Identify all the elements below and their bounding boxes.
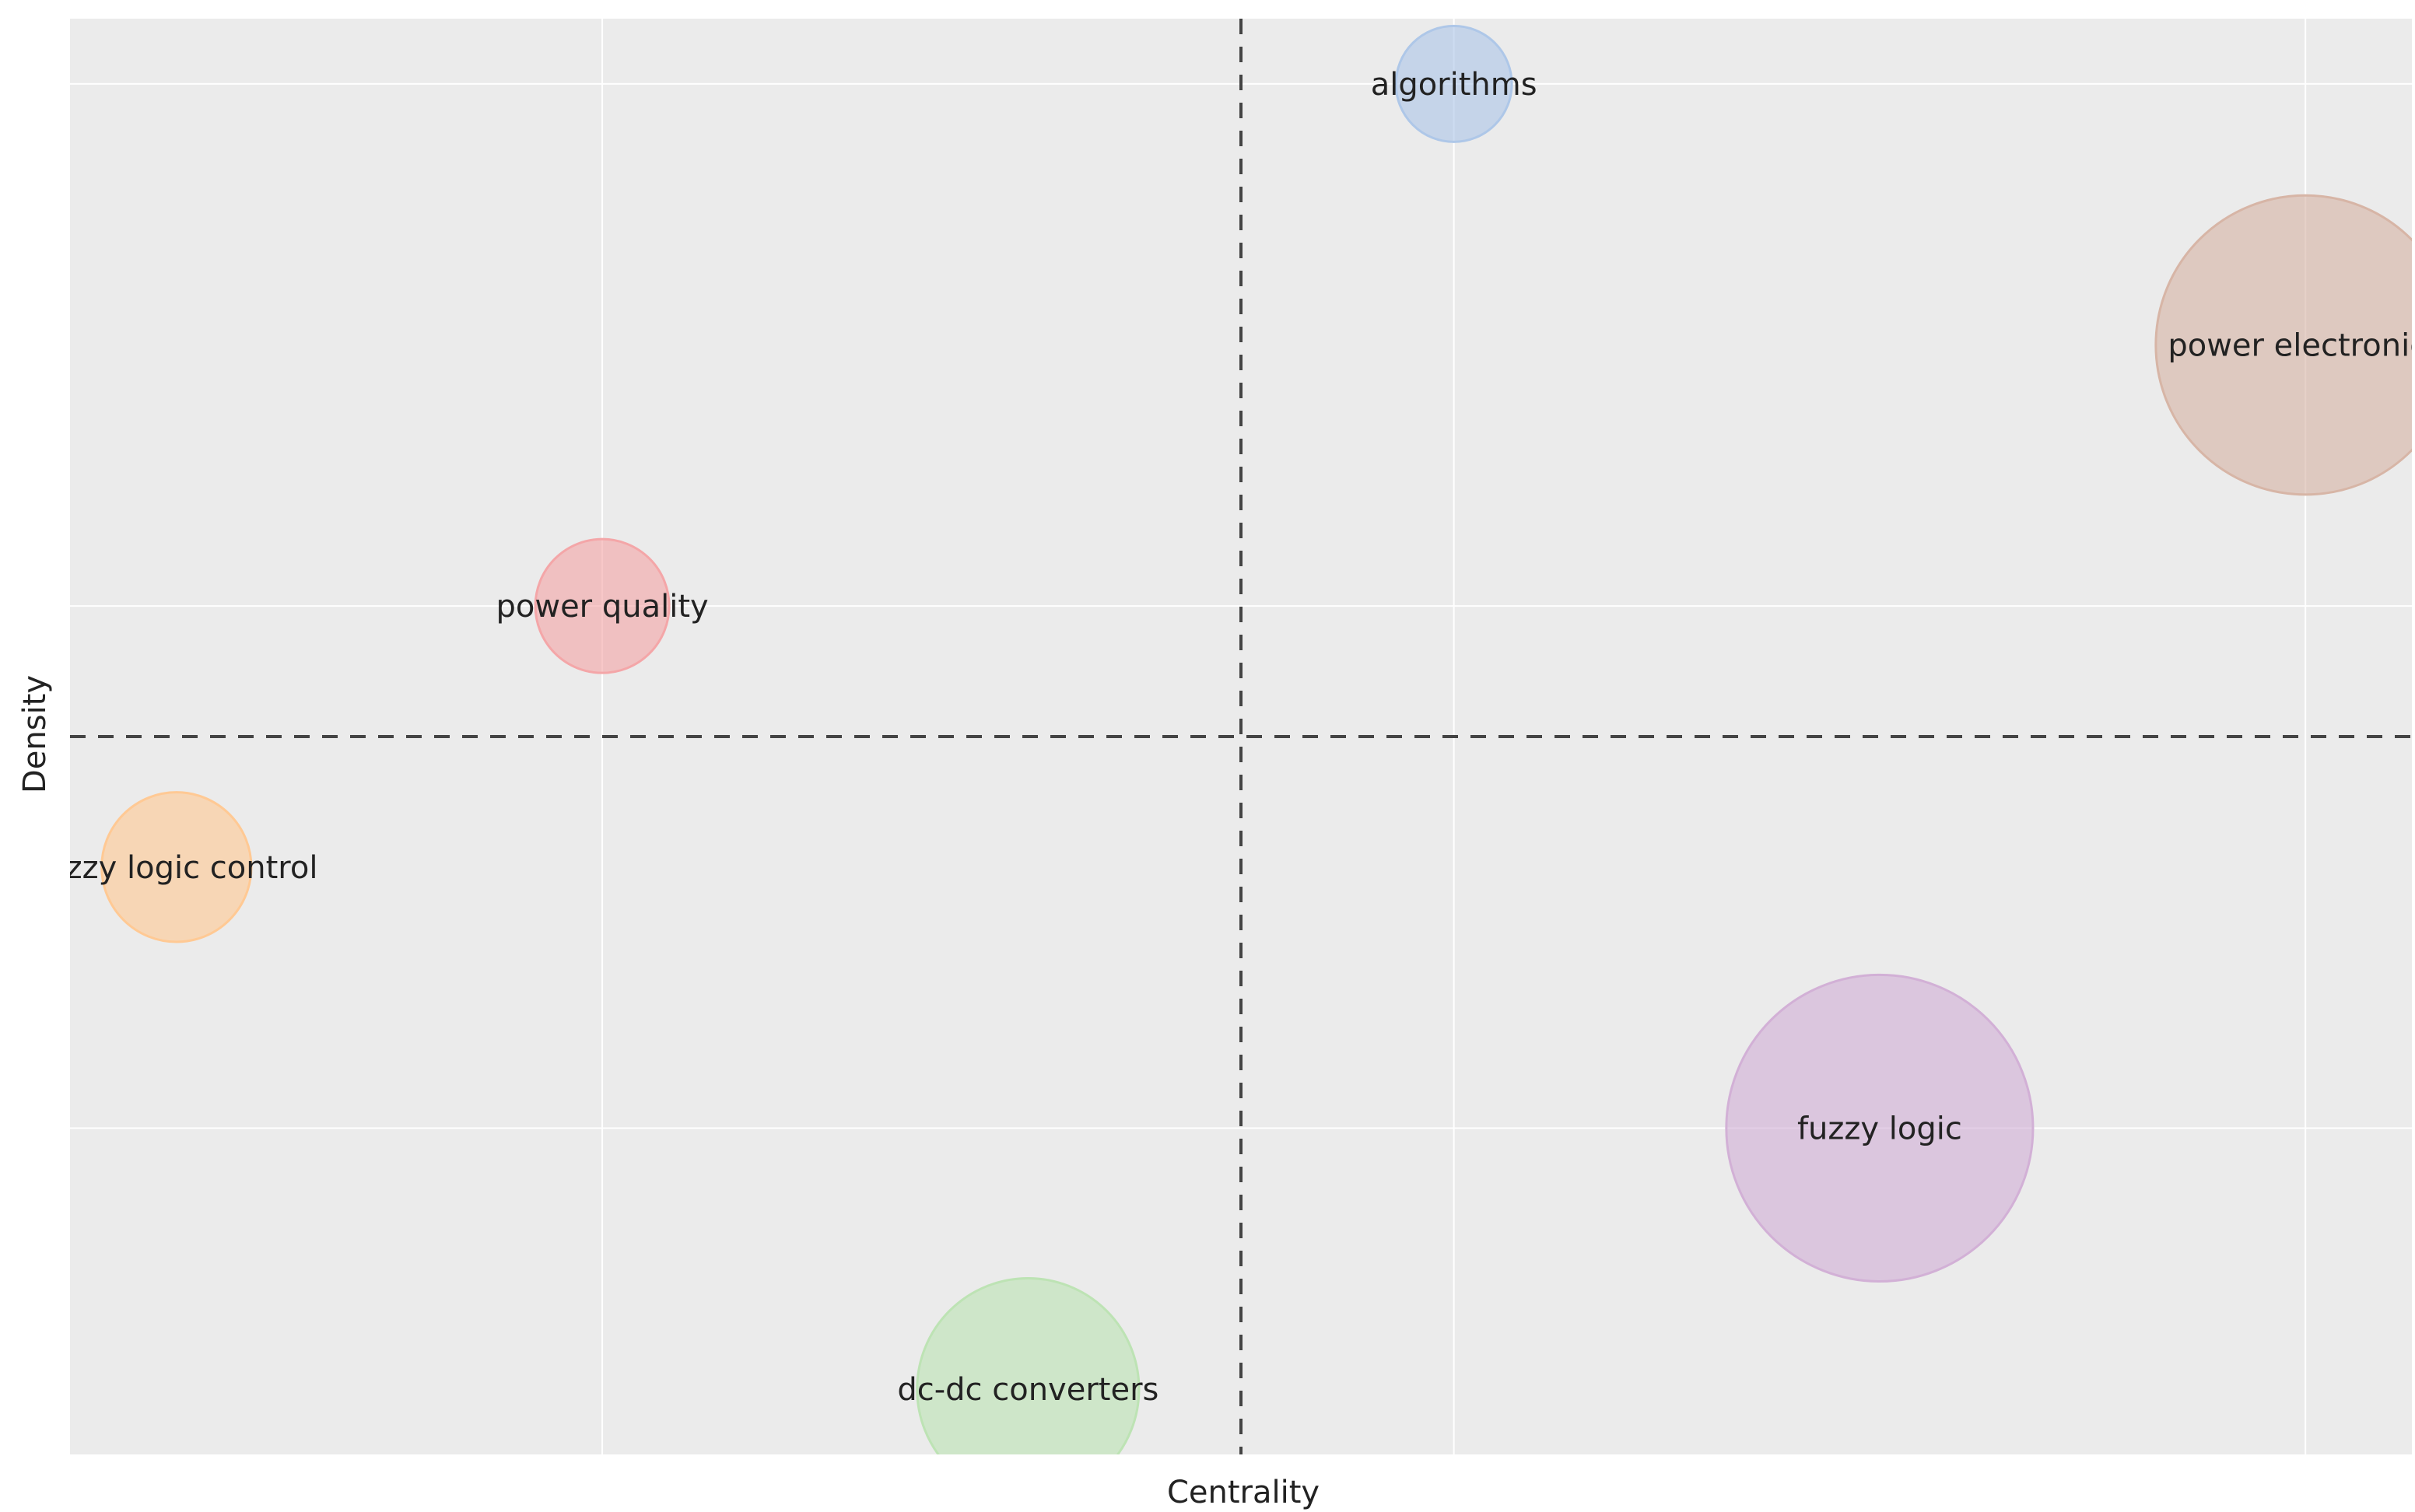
bubble-algorithms	[1394, 24, 1513, 143]
y-axis-title: Density	[17, 675, 53, 793]
bubble-label-fuzzy-logic-control: fuzzy logic control	[35, 850, 317, 886]
bubble-labels: algorithms power electronics power quality…	[35, 67, 2415, 1408]
bubble-power-electronics	[2154, 194, 2412, 496]
x-axis-title: Centrality	[1167, 1475, 1320, 1510]
bubble-power-quality	[534, 537, 671, 674]
bubble-label-power-quality: power quality	[496, 589, 708, 625]
bubble-label-power-electronics: power electronics	[2168, 328, 2415, 364]
center-lines	[70, 19, 2412, 1454]
bubble-label-dc-dc-converters: dc-dc converters	[897, 1372, 1158, 1408]
bubbles	[100, 24, 2412, 1454]
bubble-fuzzy-logic	[1725, 973, 2035, 1283]
bubble-fuzzy-logic-control	[100, 791, 253, 943]
bubble-dc-dc-converters	[916, 1277, 1141, 1454]
bubble-label-algorithms: algorithms	[1371, 67, 1537, 103]
bubble-label-fuzzy-logic: fuzzy logic	[1797, 1111, 1962, 1146]
